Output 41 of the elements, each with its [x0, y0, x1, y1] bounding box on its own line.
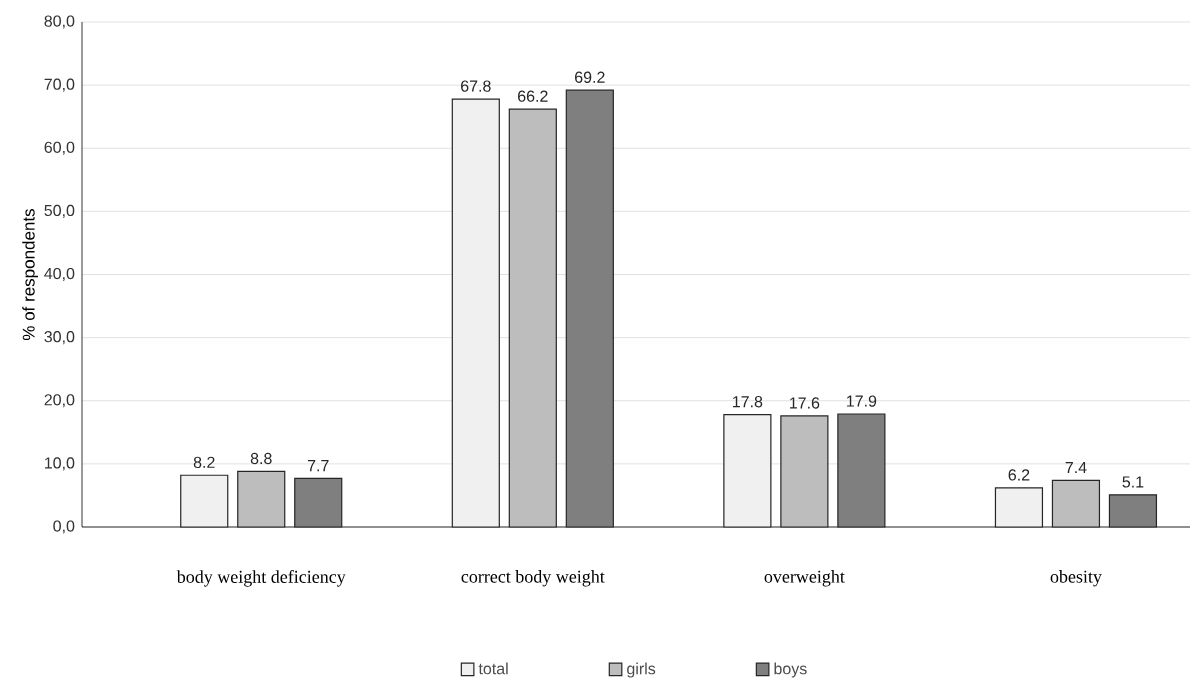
data-label: 6.2: [1008, 469, 1030, 481]
y-tick-label: 70,0: [44, 78, 75, 92]
bar: [294, 477, 343, 528]
data-label: 17.8: [733, 396, 763, 408]
bar: [1108, 494, 1158, 528]
data-label: 67.8: [461, 80, 491, 92]
y-tick-label: 0,0: [53, 520, 75, 534]
bar: [994, 487, 1044, 528]
y-tick-label: 40,0: [44, 267, 75, 282]
y-tick-label: 50,0: [44, 204, 75, 218]
bar: [180, 474, 229, 528]
bar: [565, 89, 614, 528]
bar: [723, 414, 772, 528]
data-label: 5.1: [1122, 476, 1144, 488]
y-tick-label: 10,0: [45, 457, 75, 471]
x-tick-label: obesity: [1050, 570, 1102, 587]
data-label: 17.9: [847, 395, 877, 407]
bar: [451, 98, 500, 528]
data-label: 17.6: [790, 397, 820, 409]
y-tick-label: 80,0: [44, 15, 75, 29]
x-tick-label: body weight deficiency: [176, 570, 346, 587]
bar: [237, 470, 286, 528]
data-label: 66.2: [518, 90, 548, 102]
data-label: 7.7: [307, 460, 329, 472]
bar: [780, 415, 829, 528]
data-label: 7.4: [1065, 462, 1087, 474]
x-tick-label: correct body weight: [461, 570, 605, 587]
y-tick-label: 20,0: [44, 394, 75, 408]
bar: [508, 108, 557, 528]
y-tick-label: 60,0: [44, 141, 75, 155]
bar: [837, 413, 886, 528]
legend-label: boys: [774, 662, 807, 678]
legend-label: girls: [627, 662, 656, 678]
bar: [1051, 479, 1101, 528]
legend-label: total: [478, 662, 508, 675]
y-tick-label: 30,0: [44, 331, 75, 345]
data-label: 8.8: [250, 452, 272, 465]
x-tick-label: overweight: [764, 570, 845, 587]
data-label: 8.2: [193, 456, 215, 468]
data-label: 69.2: [575, 71, 605, 83]
y-axis-title: % of respondents: [22, 209, 39, 341]
